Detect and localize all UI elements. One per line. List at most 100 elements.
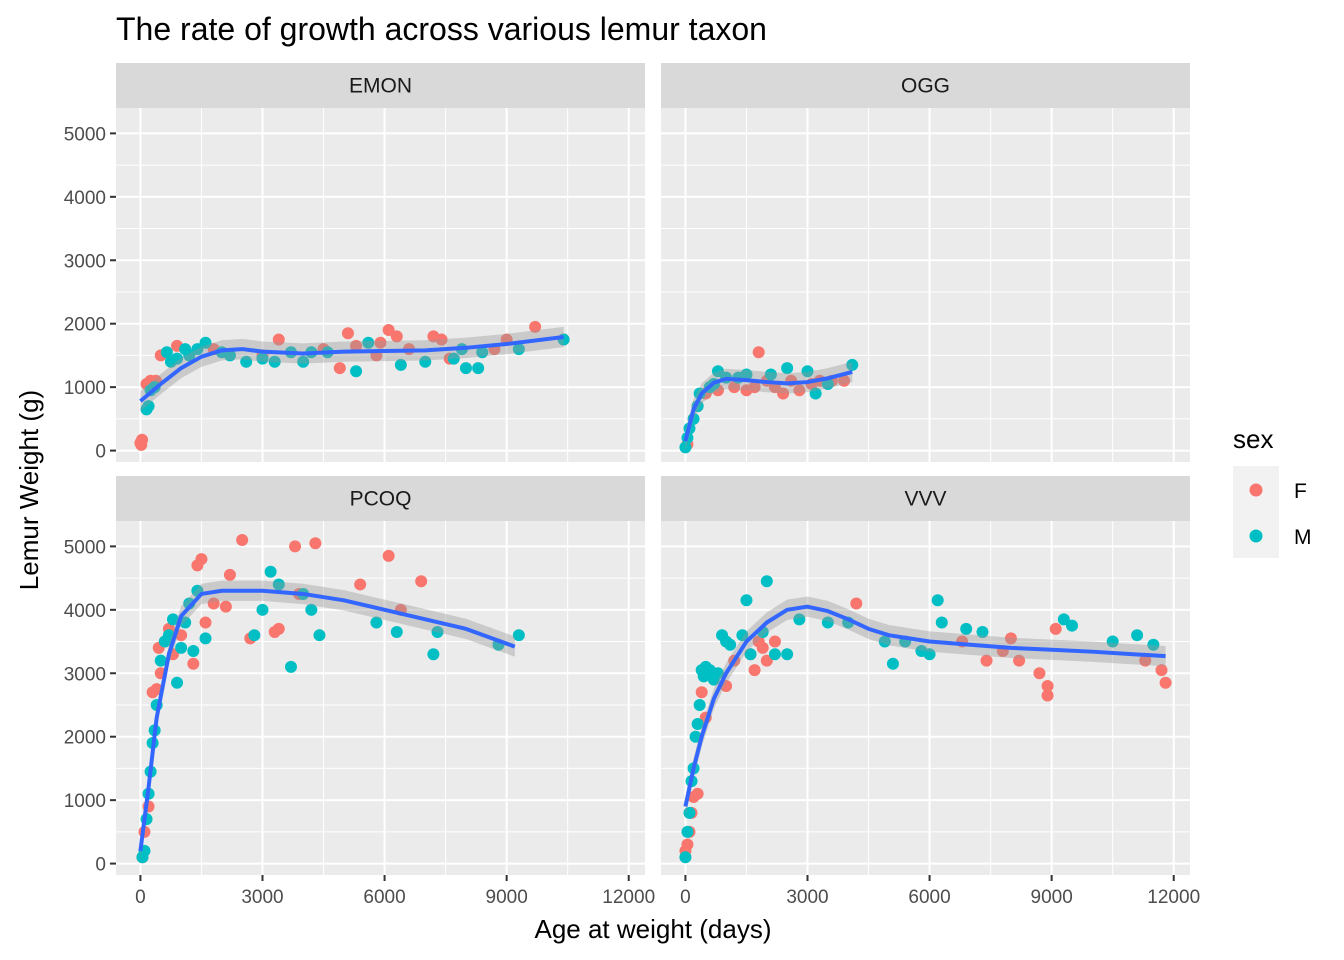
panel-pcoq: PCOQ 0 1000 2000 3000 4000 5000 0 3000 6000 9000 12… xyxy=(64,476,655,908)
point-m xyxy=(740,368,753,381)
point-m xyxy=(223,349,236,362)
gridlines-ogg xyxy=(661,108,1190,462)
legend-key-background xyxy=(1233,466,1279,558)
point-m xyxy=(886,657,899,670)
point-m xyxy=(512,343,525,356)
point-f xyxy=(728,381,741,394)
points-vvv xyxy=(679,575,1172,864)
point-m xyxy=(160,346,173,359)
point-f xyxy=(374,336,387,349)
point-m xyxy=(183,349,196,362)
point-m xyxy=(744,648,757,661)
x-tick-label: 6000 xyxy=(363,887,405,908)
point-f xyxy=(1013,654,1026,667)
y-tick-label: 0 xyxy=(95,855,106,876)
point-m xyxy=(878,635,891,648)
point-m xyxy=(679,851,692,864)
y-tick-label: 5000 xyxy=(64,124,106,145)
point-f xyxy=(980,654,993,667)
point-m xyxy=(162,629,175,642)
point-m xyxy=(175,641,188,654)
point-m xyxy=(689,730,702,743)
y-tick-label: 1000 xyxy=(64,791,106,812)
point-m xyxy=(297,355,310,368)
point-f xyxy=(748,664,761,677)
chart-title: The rate of growth across various lemur … xyxy=(116,11,767,47)
point-f xyxy=(1004,632,1017,645)
strip-emon xyxy=(116,63,645,108)
point-m xyxy=(976,626,989,639)
point-f xyxy=(748,381,761,394)
points-ogg xyxy=(679,346,859,454)
point-f xyxy=(219,600,232,613)
point-f xyxy=(187,657,200,670)
point-f xyxy=(289,540,302,553)
x-tick-label: 9000 xyxy=(1031,887,1073,908)
point-f xyxy=(695,686,708,699)
point-f xyxy=(390,330,403,343)
point-m xyxy=(935,616,948,629)
point-m xyxy=(284,660,297,673)
point-f xyxy=(1041,679,1054,692)
x-tick-label: 9000 xyxy=(486,887,528,908)
y-tick-label: 3000 xyxy=(64,664,106,685)
point-f xyxy=(415,575,428,588)
point-m xyxy=(256,352,269,365)
point-m xyxy=(431,626,444,639)
point-f xyxy=(354,578,367,591)
point-m xyxy=(240,355,253,368)
point-m xyxy=(179,616,192,629)
strip-label-emon: EMON xyxy=(349,75,412,98)
smooth-line-ogg xyxy=(683,369,853,442)
point-f xyxy=(309,537,322,550)
point-m xyxy=(390,626,403,639)
legend: sex F M xyxy=(1233,424,1312,558)
point-m xyxy=(793,613,806,626)
strip-vvv xyxy=(661,476,1190,521)
point-f xyxy=(272,622,285,635)
point-m xyxy=(166,613,179,626)
point-m xyxy=(272,578,285,591)
point-f xyxy=(272,333,285,346)
point-m xyxy=(199,336,212,349)
point-m xyxy=(740,594,753,607)
panel-vvv: VVV 0 3000 6000 9000 12000 xyxy=(661,476,1200,908)
point-f xyxy=(1159,676,1172,689)
point-m xyxy=(923,648,936,661)
point-f xyxy=(681,838,694,851)
point-m xyxy=(362,336,375,349)
legend-label-f: F xyxy=(1294,480,1307,503)
point-f xyxy=(236,534,249,547)
point-f xyxy=(838,374,851,387)
point-m xyxy=(512,629,525,642)
panel-ogg: OGG xyxy=(661,63,1190,462)
point-m xyxy=(736,629,749,642)
y-tick-label: 4000 xyxy=(64,188,106,209)
panel-emon: EMON 0 1000 2000 3000 4000 5000 xyxy=(64,63,645,463)
point-f xyxy=(691,787,704,800)
point-f xyxy=(382,324,395,337)
legend-key-f xyxy=(1249,483,1263,497)
point-f xyxy=(350,339,363,352)
point-m xyxy=(764,368,777,381)
point-m xyxy=(171,676,184,689)
x-tick-label: 12000 xyxy=(1147,887,1200,908)
strip-label-pcoq: PCOQ xyxy=(350,488,412,511)
panel-background-pcoq xyxy=(116,521,645,875)
point-m xyxy=(264,565,277,578)
strip-label-vvv: VVV xyxy=(904,488,946,511)
x-tick-label: 6000 xyxy=(908,887,950,908)
y-tick-label: 1000 xyxy=(64,378,106,399)
gridlines-vvv xyxy=(661,521,1190,875)
legend-title: sex xyxy=(1233,424,1273,454)
panel-background-emon xyxy=(116,108,645,462)
point-m xyxy=(142,400,155,413)
point-m xyxy=(305,603,318,616)
point-m xyxy=(760,575,773,588)
y-tick-label: 4000 xyxy=(64,601,106,622)
point-m xyxy=(781,362,794,375)
point-m xyxy=(370,616,383,629)
point-m xyxy=(1147,638,1160,651)
point-f xyxy=(199,616,212,629)
